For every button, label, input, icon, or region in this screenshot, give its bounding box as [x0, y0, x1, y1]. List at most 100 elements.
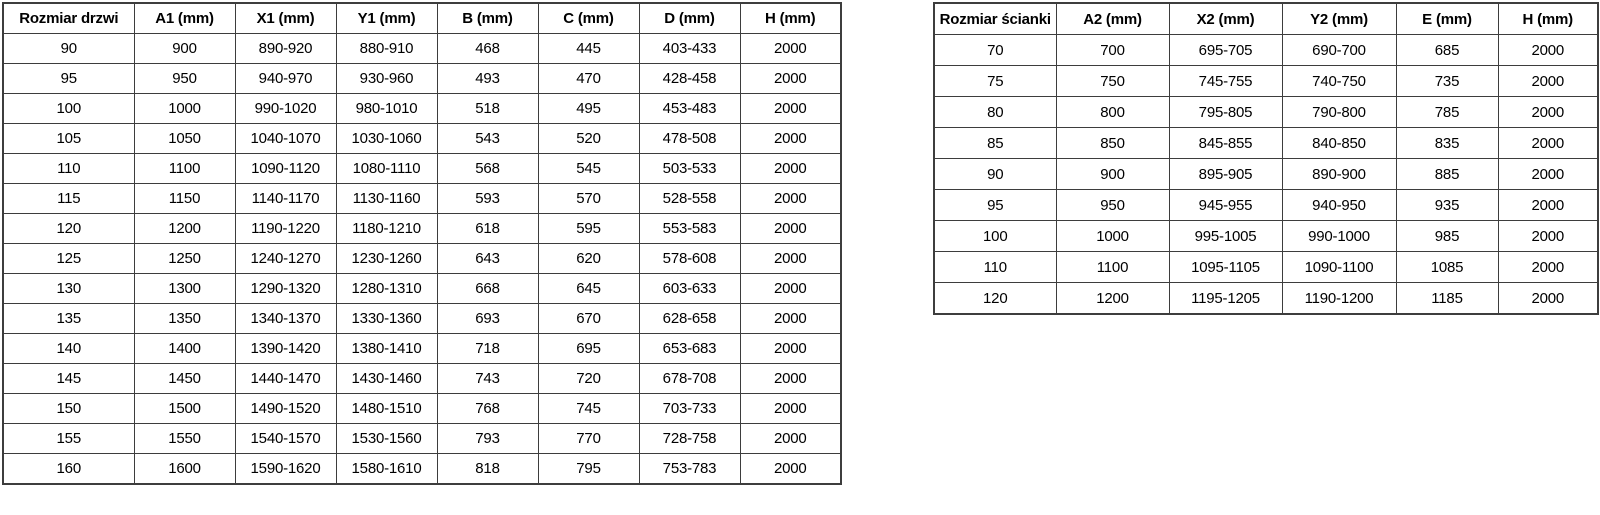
data-cell: 120: [2, 213, 135, 244]
data-cell: 2000: [739, 453, 842, 485]
data-cell: 1230-1260: [335, 243, 438, 274]
column-header: Rozmiar drzwi: [2, 2, 135, 34]
data-cell: 95: [2, 63, 135, 94]
data-cell: 1300: [133, 273, 236, 304]
column-header: Y2 (mm): [1281, 2, 1397, 35]
data-cell: 1250: [133, 243, 236, 274]
data-cell: 1195-1205: [1168, 282, 1283, 315]
data-cell: 930-960: [335, 63, 438, 94]
data-cell: 1530-1560: [335, 423, 438, 454]
data-cell: 140: [2, 333, 135, 364]
data-cell: 835: [1395, 127, 1499, 159]
data-cell: 745-755: [1168, 65, 1283, 97]
data-cell: 690-700: [1281, 34, 1397, 66]
data-cell: 543: [436, 123, 539, 154]
data-cell: 90: [2, 33, 135, 64]
data-cell: 695-705: [1168, 34, 1283, 66]
data-cell: 2000: [1497, 251, 1599, 283]
column-header: D (mm): [638, 2, 741, 34]
data-cell: 2000: [739, 183, 842, 214]
column-header: E (mm): [1395, 2, 1499, 35]
data-cell: 603-633: [638, 273, 741, 304]
data-cell: 1090-1120: [234, 153, 337, 184]
data-cell: 728-758: [638, 423, 741, 454]
data-cell: 935: [1395, 189, 1499, 221]
data-cell: 1090-1100: [1281, 251, 1397, 283]
data-cell: 700: [1055, 34, 1170, 66]
data-cell: 105: [2, 123, 135, 154]
data-cell: 2000: [739, 333, 842, 364]
data-cell: 518: [436, 93, 539, 124]
data-cell: 125: [2, 243, 135, 274]
data-cell: 1130-1160: [335, 183, 438, 214]
data-cell: 1200: [133, 213, 236, 244]
table-row: 140 1400 1390-1420 1380-1410 718 695 653-683 20…: [2, 333, 842, 364]
data-cell: 1500: [133, 393, 236, 424]
table-row: 110 1100 1090-1120 1080-1110 568 545 503-533 20…: [2, 153, 842, 184]
data-cell: 80: [933, 96, 1057, 128]
data-cell: 995-1005: [1168, 220, 1283, 252]
data-cell: 1100: [133, 153, 236, 184]
data-cell: 1080-1110: [335, 153, 438, 184]
data-cell: 1450: [133, 363, 236, 394]
data-cell: 618: [436, 213, 539, 244]
data-cell: 685: [1395, 34, 1499, 66]
data-cell: 620: [537, 243, 640, 274]
wall-size-table: Rozmiar ścianki A2 (mm) X2 (mm) Y2 (mm) E (m…: [933, 2, 1599, 315]
data-cell: 745: [537, 393, 640, 424]
data-cell: 800: [1055, 96, 1170, 128]
data-cell: 940-950: [1281, 189, 1397, 221]
data-cell: 643: [436, 243, 539, 274]
data-cell: 2000: [1497, 96, 1599, 128]
table-row: 85 850 845-855 840-850 835 2000: [933, 127, 1599, 159]
column-header: H (mm): [1497, 2, 1599, 35]
data-cell: 850: [1055, 127, 1170, 159]
table-row: 80 800 795-805 790-800 785 2000: [933, 96, 1599, 128]
data-cell: 2000: [739, 393, 842, 424]
column-header: X1 (mm): [234, 2, 337, 34]
table-row: 120 1200 1195-1205 1190-1200 1185 2000: [933, 282, 1599, 315]
data-cell: 735: [1395, 65, 1499, 97]
data-cell: 1040-1070: [234, 123, 337, 154]
table-row: 90 900 895-905 890-900 885 2000: [933, 158, 1599, 190]
data-cell: 750: [1055, 65, 1170, 97]
column-header: X2 (mm): [1168, 2, 1283, 35]
data-cell: 743: [436, 363, 539, 394]
data-cell: 845-855: [1168, 127, 1283, 159]
data-cell: 900: [1055, 158, 1170, 190]
data-cell: 2000: [739, 123, 842, 154]
data-cell: 1590-1620: [234, 453, 337, 485]
data-cell: 570: [537, 183, 640, 214]
data-cell: 890-920: [234, 33, 337, 64]
data-cell: 880-910: [335, 33, 438, 64]
data-cell: 890-900: [1281, 158, 1397, 190]
table-row: 155 1550 1540-1570 1530-1560 793 770 728-758 20…: [2, 423, 842, 454]
data-cell: 470: [537, 63, 640, 94]
data-cell: 2000: [1497, 189, 1599, 221]
data-cell: 795-805: [1168, 96, 1283, 128]
data-cell: 990-1000: [1281, 220, 1397, 252]
data-cell: 1190-1200: [1281, 282, 1397, 315]
data-cell: 693: [436, 303, 539, 334]
data-cell: 793: [436, 423, 539, 454]
data-cell: 1140-1170: [234, 183, 337, 214]
data-cell: 753-783: [638, 453, 741, 485]
data-cell: 100: [933, 220, 1057, 252]
data-cell: 653-683: [638, 333, 741, 364]
data-cell: 2000: [739, 363, 842, 394]
data-cell: 2000: [1497, 127, 1599, 159]
data-cell: 1190-1220: [234, 213, 337, 244]
data-cell: 2000: [1497, 158, 1599, 190]
data-cell: 1100: [1055, 251, 1170, 283]
data-cell: 1030-1060: [335, 123, 438, 154]
data-cell: 578-608: [638, 243, 741, 274]
data-cell: 2000: [739, 213, 842, 244]
header-row: Rozmiar ścianki A2 (mm) X2 (mm) Y2 (mm) E (m…: [933, 2, 1599, 35]
data-cell: 445: [537, 33, 640, 64]
data-cell: 1180-1210: [335, 213, 438, 244]
table-row: 160 1600 1590-1620 1580-1610 818 795 753-783 20…: [2, 453, 842, 485]
data-cell: 478-508: [638, 123, 741, 154]
data-cell: 950: [133, 63, 236, 94]
data-cell: 2000: [1497, 34, 1599, 66]
